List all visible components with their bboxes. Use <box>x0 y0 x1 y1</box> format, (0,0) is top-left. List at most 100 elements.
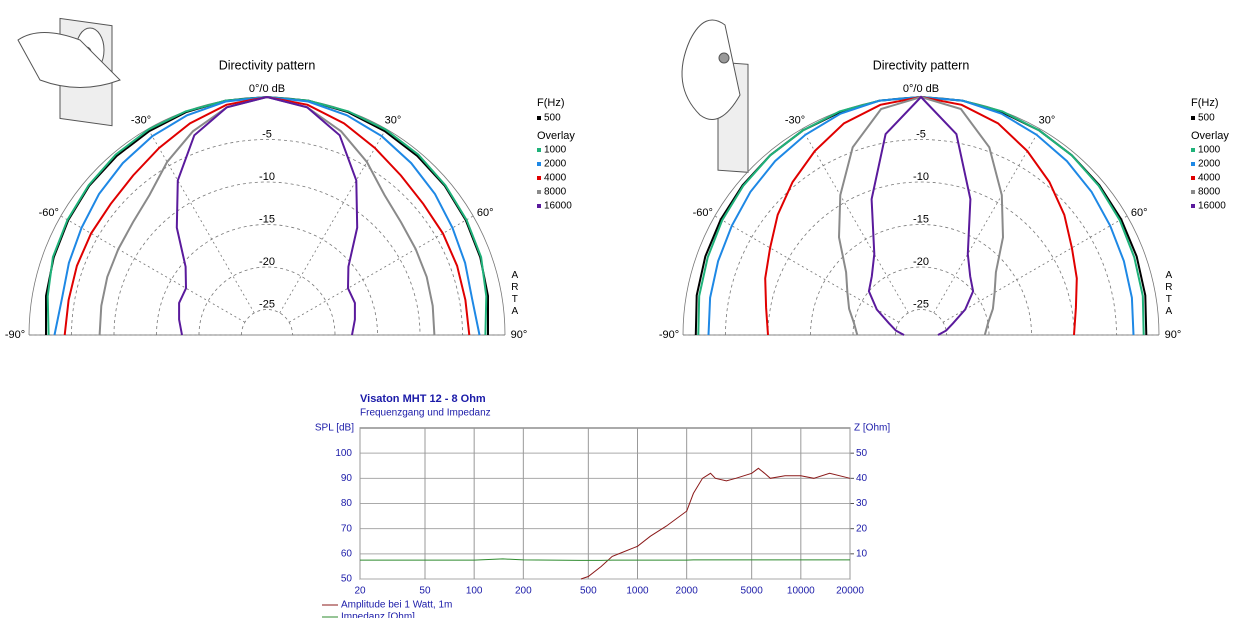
legend-swatch <box>537 190 541 194</box>
grid-spoke <box>942 215 1128 323</box>
grid-spoke <box>147 128 255 314</box>
legend-label: 1000 <box>544 145 567 156</box>
theta-tick-label: -30° <box>131 115 151 127</box>
r-tick-label: -10 <box>913 171 929 183</box>
grid-circle <box>241 309 293 336</box>
x-tick-label: 20000 <box>836 586 864 597</box>
legend-label: 2000 <box>544 159 567 170</box>
x-tick-label: 5000 <box>741 586 764 597</box>
grid-spoke <box>288 215 474 323</box>
grid-spoke <box>279 128 387 314</box>
legend-swatch <box>537 116 541 120</box>
legend-label: Impedanz [Ohm] <box>341 612 415 618</box>
legend-swatch <box>537 176 541 180</box>
theta-tick-label: 60° <box>1131 207 1148 219</box>
line-series <box>580 467 851 580</box>
r-tick-label: -25 <box>259 298 275 310</box>
theta-tick-label: 30° <box>1039 115 1056 127</box>
watermark: ARTA <box>509 270 520 318</box>
r-tick-label: -5 <box>262 128 272 140</box>
y-tick-label: 70 <box>341 523 353 534</box>
legend-swatch <box>1191 116 1195 120</box>
charts: Directivity pattern 0°/0 dB -5 -10 -15 -20 -25… <box>5 58 1230 618</box>
grid-circle <box>725 139 1117 336</box>
theta-tick-label: -90° <box>5 329 25 341</box>
legend-label: 4000 <box>544 173 567 184</box>
y-tick-label: 90 <box>341 473 353 484</box>
legend-swatch <box>1191 148 1195 152</box>
chart-subtitle: Frequenzgang und Impedanz <box>360 408 491 419</box>
legend-label: 16000 <box>544 201 572 212</box>
grid-spoke <box>60 215 246 323</box>
legend-label: 8000 <box>1198 187 1221 198</box>
legend-swatch <box>1191 176 1195 180</box>
legend-swatch <box>1191 204 1195 208</box>
grid-circle <box>198 266 336 336</box>
theta-tick-label: -30° <box>785 115 805 127</box>
theta-tick-label: -60° <box>39 207 59 219</box>
legend-label: 500 <box>544 113 561 124</box>
y-axis-label: SPL [dB] <box>315 423 354 434</box>
legend-label: Amplitude bei 1 Watt, 1m <box>341 600 452 611</box>
theta-tick-label: 90° <box>511 329 528 341</box>
grid-spoke <box>933 128 1041 314</box>
chart-title: Directivity pattern <box>219 58 316 72</box>
theta-tick-label: -90° <box>659 329 679 341</box>
watermark: ARTA <box>1163 270 1174 318</box>
x-tick-label: 100 <box>466 586 483 597</box>
y2-tick-label: 20 <box>856 523 868 534</box>
y2-tick-label: 50 <box>856 448 868 459</box>
grid-spoke <box>714 215 900 323</box>
line-series <box>360 558 850 561</box>
r-tick-label: -15 <box>259 213 275 225</box>
y2-tick-label: 10 <box>856 548 868 559</box>
x-tick-label: 50 <box>419 586 431 597</box>
x-tick-label: 200 <box>515 586 532 597</box>
y-tick-label: 60 <box>341 548 353 559</box>
legend-swatch <box>1191 162 1195 166</box>
y2-tick-label: 40 <box>856 473 868 484</box>
legend-swatch <box>1191 190 1195 194</box>
legend-label: 16000 <box>1198 201 1226 212</box>
chart-title: Visaton MHT 12 - 8 Ohm <box>360 393 486 405</box>
legend-swatch <box>537 162 541 166</box>
y-tick-label: 50 <box>341 574 353 585</box>
grid-spoke <box>801 128 909 314</box>
grid-circle <box>810 224 1032 336</box>
r-tick-label: -10 <box>259 171 275 183</box>
x-tick-label: 500 <box>580 586 597 597</box>
x-tick-label: 1000 <box>626 586 649 597</box>
r-tick-label: 0°/0 dB <box>249 83 285 95</box>
chart-title: Directivity pattern <box>873 58 970 72</box>
legend-label: 4000 <box>1198 173 1221 184</box>
legend-group: Overlay <box>537 130 575 142</box>
r-tick-label: -15 <box>913 213 929 225</box>
legend-group: Overlay <box>1191 130 1229 142</box>
theta-tick-label: 60° <box>477 207 494 219</box>
y2-tick-label: 30 <box>856 498 868 509</box>
x-tick-label: 10000 <box>787 586 815 597</box>
legend-title: F(Hz) <box>1191 97 1219 109</box>
polar-curve <box>867 95 975 336</box>
y-tick-label: 80 <box>341 498 353 509</box>
r-tick-label: 0°/0 dB <box>903 83 939 95</box>
y2-axis-label: Z [Ohm] <box>854 423 890 434</box>
legend-title: F(Hz) <box>537 97 565 109</box>
grid-circle <box>71 139 463 336</box>
grid-circle <box>767 181 1075 336</box>
legend-swatch <box>537 204 541 208</box>
theta-tick-label: -60° <box>693 207 713 219</box>
legend-label: 2000 <box>1198 159 1221 170</box>
r-tick-label: -20 <box>259 256 275 268</box>
legend-label: 500 <box>1198 113 1215 124</box>
legend-swatch <box>537 148 541 152</box>
speaker-icon <box>17 17 749 173</box>
legend-label: 8000 <box>544 187 567 198</box>
grid-circle <box>852 266 990 336</box>
x-tick-label: 2000 <box>676 586 699 597</box>
x-tick-label: 20 <box>354 586 366 597</box>
r-tick-label: -5 <box>916 128 926 140</box>
grid-circle <box>113 181 421 336</box>
r-tick-label: -20 <box>913 256 929 268</box>
